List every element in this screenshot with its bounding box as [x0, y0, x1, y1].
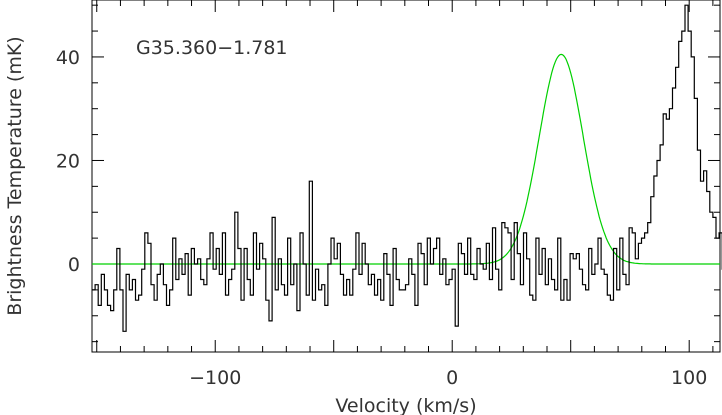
tick-labels: −100 0 100 0 20 40	[56, 47, 708, 389]
x-tick-label: −100	[189, 367, 241, 389]
x-tick-label: 0	[446, 367, 458, 389]
y-tick-label: 40	[56, 47, 80, 69]
x-tick-label: 100	[671, 367, 707, 389]
y-tick-label: 20	[56, 150, 80, 172]
x-axis-label: Velocity (km/s)	[335, 395, 476, 415]
y-axis-label: Brightness Temperature (mK)	[4, 36, 26, 315]
source-name-label: G35.360−1.781	[136, 37, 288, 59]
spectrum-step-line	[92, 4, 722, 332]
gaussian-fit-line	[92, 53, 720, 265]
axis-ticks	[92, 0, 720, 352]
y-tick-label: 0	[68, 254, 80, 276]
plot-frame	[91, 0, 721, 353]
